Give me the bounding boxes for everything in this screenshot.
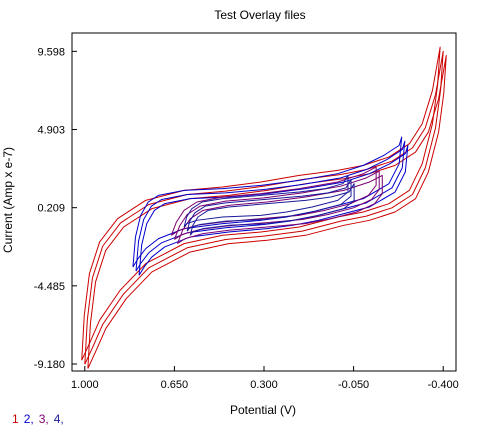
series-3 <box>170 166 383 245</box>
x-tick-label: -0.050 <box>338 379 369 391</box>
series-4 <box>183 174 355 236</box>
y-tick-label: 0.209 <box>37 203 65 215</box>
chart-title: Test Overlay files <box>214 8 305 22</box>
y-axis-ticks: 9.598 4.903 0.209 -4.485 -9.180 <box>34 46 77 371</box>
x-tick-label: 1.000 <box>71 379 99 391</box>
series-2-line <box>138 144 409 276</box>
y-tick-label: -9.180 <box>34 359 65 371</box>
x-axis-label: Potential (V) <box>230 403 296 417</box>
y-axis-label: Current (Amp x e-7) <box>1 147 15 253</box>
x-axis-ticks: 1.000 0.650 0.300 -0.050 -0.400 <box>71 366 459 391</box>
x-tick-label: 0.650 <box>161 379 189 391</box>
x-tick-label: -0.400 <box>428 379 459 391</box>
x-tick-label: 0.300 <box>250 379 278 391</box>
y-tick-label: 9.598 <box>37 46 65 58</box>
legend-entry: 1 <box>12 412 19 426</box>
legend-entry: 2, <box>23 412 34 426</box>
series-2 <box>132 136 409 276</box>
series-3-line <box>177 174 383 245</box>
series-2-line <box>132 136 403 268</box>
legend-entry: 3, <box>38 412 49 426</box>
series-2-line <box>135 140 406 272</box>
series-4-line <box>183 174 349 228</box>
series-layer <box>81 46 447 369</box>
series-1-line <box>84 50 444 365</box>
y-tick-label: -4.485 <box>34 281 65 293</box>
y-tick-label: 4.903 <box>37 125 65 137</box>
legend: 1 2, 3, 4, <box>12 412 69 426</box>
series-4-line <box>186 179 352 232</box>
legend-entry: 4, <box>53 412 64 426</box>
series-1-line <box>87 54 447 369</box>
series-1-line <box>81 46 441 361</box>
series-1 <box>81 46 447 369</box>
series-4-line <box>189 183 355 236</box>
